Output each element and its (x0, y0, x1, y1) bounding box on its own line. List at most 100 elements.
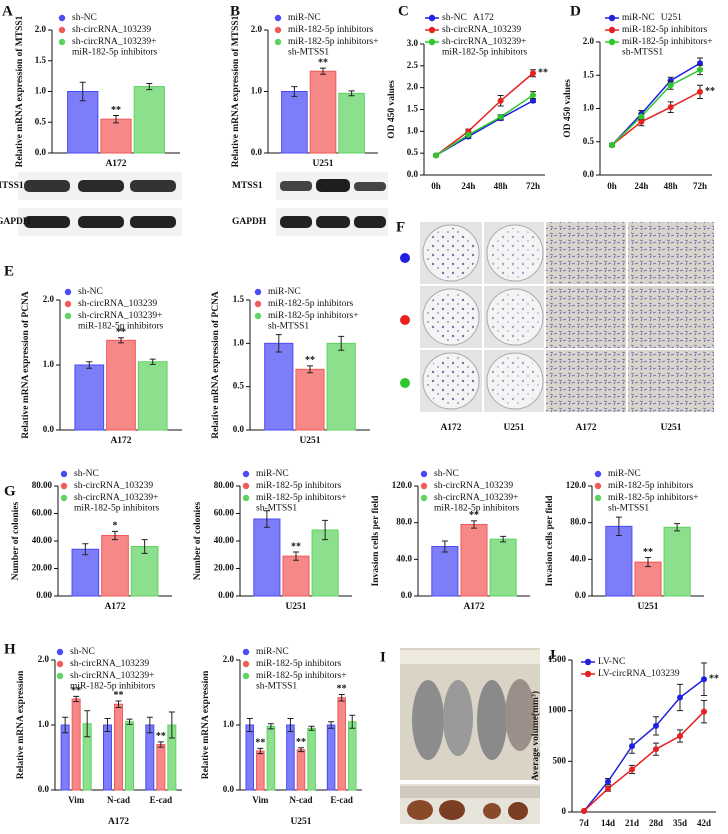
bar (145, 724, 155, 791)
bar (156, 744, 166, 791)
error-bar (348, 90, 355, 97)
legend-marker (242, 470, 250, 478)
y-tick-label: 0.5 (35, 116, 47, 126)
legend-marker (60, 482, 68, 490)
error-bar (287, 718, 294, 732)
legend-label: sh-circRNA_103239+ miR-182-5p inhibitors (74, 493, 160, 513)
bar (337, 697, 346, 791)
legend-marker (58, 14, 66, 22)
legend-marker (242, 494, 250, 502)
point (638, 113, 645, 120)
group-marker (400, 253, 410, 263)
legend-marker (608, 26, 616, 34)
significance: ** (71, 686, 81, 697)
error-bar (246, 718, 253, 732)
y-tick-label: 1.0 (233, 337, 245, 347)
y-tick-label: 1.0 (583, 103, 595, 113)
y-tick-label: 2.0 (251, 24, 263, 34)
legend-marker (274, 38, 282, 46)
y-tick-label: 1.5 (35, 55, 47, 65)
image-tile (546, 286, 626, 348)
legend-label: sh-circRNA_103239 (70, 659, 149, 669)
error-bar (307, 365, 313, 374)
error-bar (674, 523, 681, 532)
y-axis-label: Relative mRNA expression of MTSS1 (231, 15, 241, 167)
significance: ** (114, 690, 124, 701)
legend-label: sh-NC (78, 287, 103, 297)
error-bar (308, 725, 315, 731)
bar (489, 538, 517, 597)
y-tick-label: 2.0 (38, 654, 50, 664)
y-tick-label: 1.5 (407, 104, 419, 114)
y-tick-label: 40.00 (214, 535, 235, 545)
x-tick-label: 21d (625, 818, 639, 828)
significance: ** (296, 737, 306, 748)
bar (663, 526, 691, 597)
x-tick-label: A172 (463, 602, 484, 612)
panel-label: I (380, 649, 386, 665)
error-bar (322, 519, 329, 541)
point (581, 807, 587, 814)
y-tick-label: 0.00 (218, 590, 234, 600)
y-tick-label: 1.5 (583, 69, 595, 79)
line (611, 69, 701, 146)
legend-label: miR-182-5p inhibitors (622, 25, 708, 35)
y-tick-label: 20.00 (32, 563, 53, 573)
y-tick-label: 0.0 (401, 590, 413, 600)
y-tick-label: 0.0 (233, 424, 245, 434)
legend-label: miR-182-5p inhibitors (608, 481, 694, 491)
bar (137, 361, 168, 431)
point (677, 733, 683, 739)
image-label: A172 (575, 423, 596, 433)
bar (245, 724, 255, 791)
y-tick-label: 2.0 (407, 82, 419, 92)
panel-label: E (4, 263, 14, 279)
point (677, 694, 683, 701)
y-tick-label: 2.0 (583, 36, 595, 46)
point (667, 77, 674, 84)
panel-label: H (4, 641, 16, 657)
x-tick-label: A172 (104, 602, 125, 612)
bar (347, 721, 357, 791)
legend-label: miR-NC (608, 469, 641, 479)
line (435, 100, 534, 156)
legend-label: miR-NC (256, 469, 289, 479)
significance: ** (156, 731, 166, 742)
y-tick-label: 40.00 (32, 535, 53, 545)
bar (266, 725, 276, 791)
y-tick-label: 80.0 (396, 517, 412, 527)
image-tile (546, 222, 626, 284)
legend-marker (608, 38, 616, 46)
y-tick-label: 1.0 (43, 359, 55, 369)
y-tick-label: 1.0 (251, 86, 263, 96)
colonies (426, 228, 476, 278)
x-tick-label: N-cad (107, 795, 130, 805)
point (653, 722, 659, 729)
y-tick-label: 20.00 (214, 563, 235, 573)
mouse-images: I (380, 648, 540, 824)
bar (60, 724, 70, 791)
legend-label: miR-182-5p inhibitors (256, 481, 342, 491)
legend-label: sh-circRNA_103239+ miR-182-5p inhibitors (434, 493, 520, 513)
point (497, 113, 504, 120)
x-tick-label: U251 (637, 602, 658, 612)
legend-marker (254, 288, 262, 296)
error-bar (146, 83, 153, 91)
legend-label: miR-NC (268, 287, 301, 297)
significance: ** (337, 684, 347, 695)
y-tick-label: 0.0 (35, 147, 47, 157)
legend-label: miR-182-5p inhibitors+ sh-MTSS1 (608, 493, 699, 513)
legend-marker (64, 312, 72, 320)
point (667, 82, 674, 89)
error-bar (441, 540, 448, 553)
y-tick-label: 1.5 (233, 294, 245, 304)
legend-label: sh-NC (70, 647, 95, 657)
image-tile (628, 350, 714, 412)
x-tick-label: U251 (299, 436, 320, 446)
x-tick-label: E-cad (330, 795, 353, 805)
bar (309, 70, 337, 154)
legend-label: LV-NC (598, 657, 625, 667)
y-axis-label: Invasion cells per field (371, 495, 381, 587)
error-bar (291, 86, 298, 97)
